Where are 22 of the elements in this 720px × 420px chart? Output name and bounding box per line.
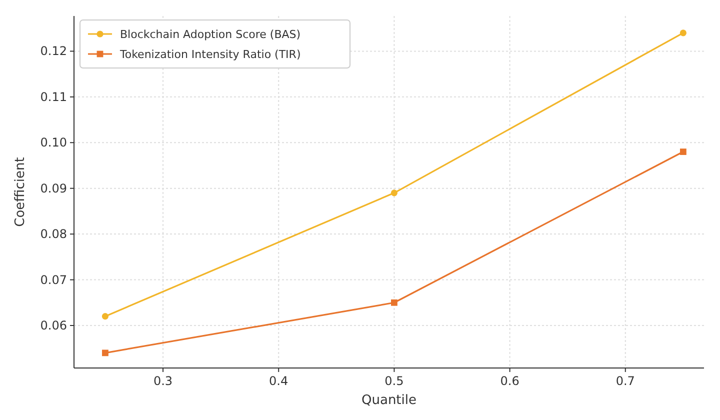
y-tick-label: 0.10 (40, 136, 67, 150)
x-tick-label: 0.7 (616, 374, 635, 388)
y-tick-label: 0.07 (40, 272, 67, 287)
point (391, 299, 398, 306)
point (102, 313, 109, 320)
y-tick-label: 0.11 (40, 90, 67, 104)
y-axis-title: Coefficient (13, 157, 28, 227)
legend-label: Tokenization Intensity Ratio (TIR) (119, 48, 301, 61)
legend-label: Blockchain Adoption Score (BAS) (120, 28, 301, 41)
y-tick-label: 0.12 (40, 44, 67, 58)
x-tick-label: 0.5 (384, 374, 404, 388)
x-tick-label: 0.6 (500, 374, 520, 388)
point (390, 190, 398, 196)
x-axis-title: Quantile (362, 393, 416, 408)
y-tick-label: 0.08 (40, 227, 67, 242)
y-tick-label: 0.09 (40, 181, 67, 196)
point (680, 148, 686, 155)
y-tick-label: 0.06 (40, 318, 67, 332)
x-tick-label: 0.4 (269, 374, 288, 388)
x-tick-label: 0.3 (153, 374, 173, 388)
point (102, 350, 108, 356)
point (680, 30, 686, 36)
